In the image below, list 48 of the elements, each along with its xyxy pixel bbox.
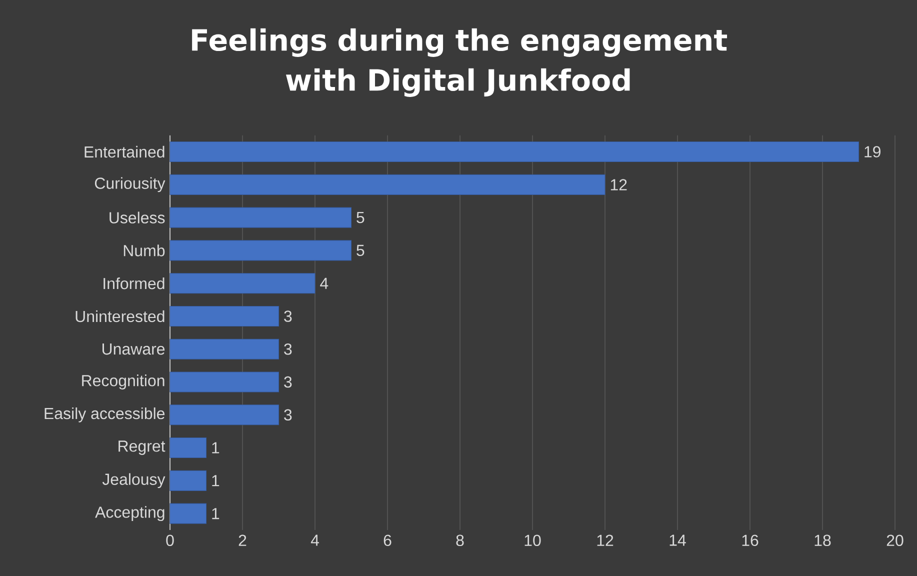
y-tick-label: Regret — [118, 440, 166, 455]
y-tick-label: Unaware — [102, 344, 165, 355]
y-tick-label: Recognition — [82, 374, 164, 390]
data-label: 5 — [356, 212, 364, 224]
y-tick-label: Uninterested — [76, 310, 164, 322]
bar — [170, 207, 352, 228]
y-tick-label: Jealousy — [102, 473, 166, 488]
bar — [170, 372, 280, 392]
data-label: 19 — [864, 146, 880, 158]
bar — [170, 240, 352, 261]
x-tick-label: 16 — [742, 534, 758, 546]
y-tick-label: Curiousity — [94, 177, 166, 192]
data-label: 12 — [610, 179, 627, 190]
bar — [170, 306, 280, 326]
x-tick-label: 8 — [456, 534, 464, 546]
data-label: 3 — [284, 343, 292, 355]
bar — [170, 338, 280, 360]
bar — [170, 273, 316, 294]
data-label: 3 — [284, 376, 292, 388]
data-label: 3 — [284, 310, 292, 322]
data-label: 4 — [320, 278, 328, 289]
x-tick-label: 4 — [310, 534, 319, 546]
x-tick-label: 18 — [814, 534, 831, 546]
x-tick-label: 6 — [384, 534, 392, 546]
bar — [170, 438, 207, 458]
data-label: 3 — [284, 409, 292, 421]
data-label: 5 — [356, 244, 364, 256]
x-tick-label: 10 — [524, 534, 541, 546]
y-tick-label: Accepting — [95, 506, 164, 522]
x-tick-label: 12 — [597, 534, 614, 546]
y-tick-label: Informed — [104, 277, 164, 290]
y-tick-label: Numb — [124, 244, 165, 256]
bar — [170, 174, 606, 195]
bar — [170, 503, 207, 524]
x-tick-label: 20 — [886, 534, 904, 546]
x-tick-label: 14 — [670, 534, 686, 546]
y-tick-label: Useless — [110, 212, 165, 224]
x-tick-label: 2 — [238, 534, 246, 546]
y-tick-label: Entertained — [84, 146, 164, 158]
bar — [170, 470, 207, 491]
bar — [170, 404, 280, 426]
data-label: 1 — [212, 475, 220, 486]
x-tick-label: 0 — [166, 534, 174, 546]
data-label: 1 — [212, 508, 220, 520]
bar — [170, 142, 860, 162]
data-label: 1 — [212, 442, 220, 454]
chart-title: Feelings during the engagement with Digital Junkfood — [192, 28, 728, 97]
y-tick-label: Easily accessible — [44, 407, 165, 422]
